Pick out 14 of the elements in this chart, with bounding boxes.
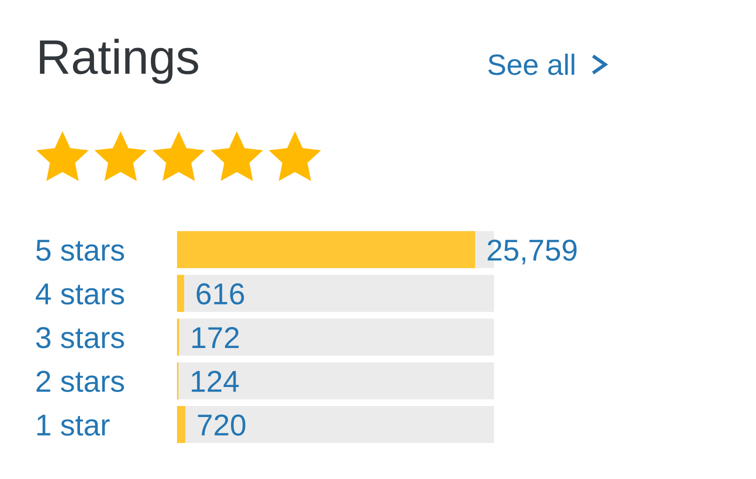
data-label: 124: [192, 370, 239, 392]
y-tick-label: 5 stars: [36, 240, 124, 261]
y-tick-label: 2 stars: [36, 370, 124, 392]
y-tick-label: 3 stars: [36, 327, 124, 348]
y-tick-label: 4 stars: [36, 284, 124, 305]
text: See all: [488, 54, 574, 76]
data-label: 720: [198, 414, 246, 436]
data-label: 616: [196, 283, 244, 305]
chart-title: Ratings: [40, 38, 198, 84]
y-tick-label: 1 star: [37, 414, 110, 436]
data-label: 25,759: [488, 240, 577, 264]
data-label: 172: [192, 327, 239, 348]
bar: [177, 274, 184, 312]
bar: [177, 406, 186, 444]
